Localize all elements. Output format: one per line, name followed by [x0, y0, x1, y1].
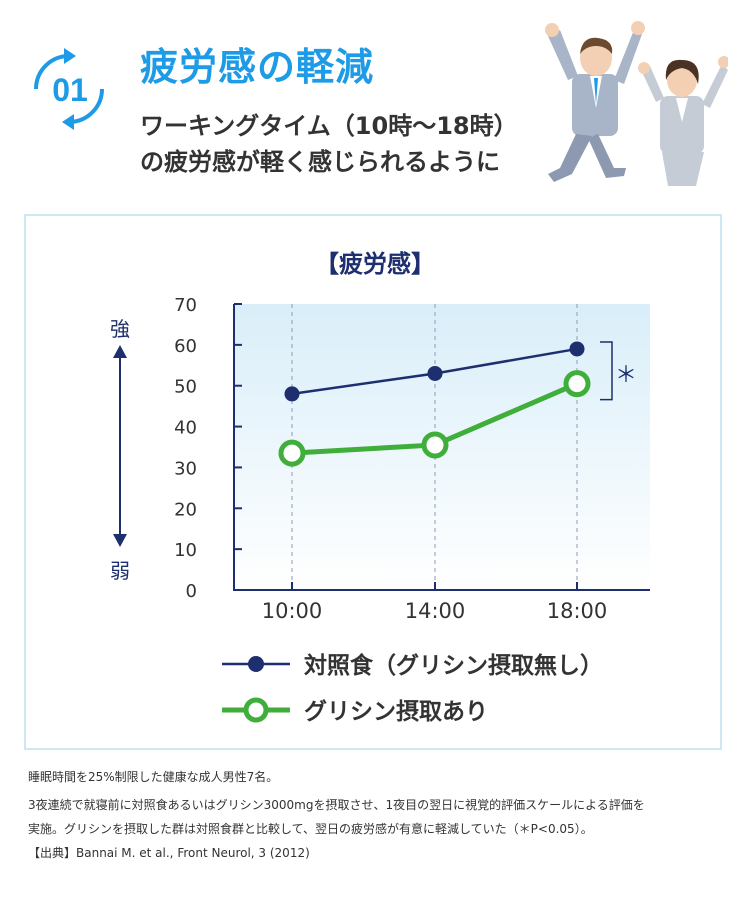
series-1-point-2 — [563, 370, 591, 398]
footnote-method-2: 実施。グリシンを摂取した群は対照食群と比較して、翌日の疲労感が有意に軽減していた… — [28, 822, 593, 836]
legend-marker-1 — [243, 697, 269, 723]
y-tick-label-0: 0 — [186, 581, 197, 602]
badge-number: 01 — [52, 72, 88, 108]
series-1-point-0 — [278, 439, 306, 467]
y-tick-label-10: 10 — [174, 540, 197, 561]
legend-label-0: 対照食（グリシン摂取無し） — [304, 652, 603, 679]
businesswoman-figure — [638, 56, 728, 186]
y-tick-label-30: 30 — [174, 458, 197, 479]
x-tick-label-1800: 18:00 — [547, 599, 608, 623]
significance-mark: ＊ — [615, 363, 637, 388]
y-tick-label-50: 50 — [174, 377, 197, 398]
y-tick-label-40: 40 — [174, 418, 197, 439]
series-0-point-1 — [427, 365, 443, 381]
series-1-point-1 — [421, 431, 449, 459]
subtitle-line-2: の疲労感が軽く感じられるように — [140, 148, 500, 176]
businessman-figure — [545, 21, 645, 182]
number-badge: 01 — [34, 48, 104, 130]
scale-arrow-down-icon — [113, 534, 127, 547]
footnote-subjects: 睡眠時間を25%制限した健康な成人男性7名。 — [28, 770, 279, 784]
y-tick-label-70: 70 — [174, 295, 197, 316]
cycle-arrows-icon — [34, 48, 104, 130]
footnote-method-1: 3夜連続で就寝前に対照食あるいはグリシン3000mgを摂取させ、1夜目の翌日に視… — [28, 798, 645, 812]
y-tick-label-20: 20 — [174, 499, 197, 520]
legend-label-1: グリシン摂取あり — [304, 698, 488, 725]
scale-weak-label: 弱 — [110, 559, 130, 583]
subtitle-line-1: ワーキングタイム（10時〜18時） — [140, 112, 518, 140]
scale-strong-label: 強 — [110, 317, 130, 341]
page-title: 疲労感の軽減 — [140, 45, 375, 89]
series-0-point-2 — [569, 341, 585, 357]
x-tick-label-1000: 10:00 — [262, 599, 323, 623]
chart-title: 【疲労感】 — [315, 250, 435, 278]
footnote-source: 【出典】Bannai M. et al., Front Neurol, 3 (2… — [28, 846, 310, 860]
jumping-people-illustration — [545, 21, 728, 186]
y-tick-label-60: 60 — [174, 336, 197, 357]
legend-marker-0 — [248, 656, 264, 672]
scale-arrow-up-icon — [113, 345, 127, 358]
x-tick-label-1400: 14:00 — [405, 599, 466, 623]
series-0-point-0 — [284, 386, 300, 402]
significance-bracket — [600, 341, 613, 401]
